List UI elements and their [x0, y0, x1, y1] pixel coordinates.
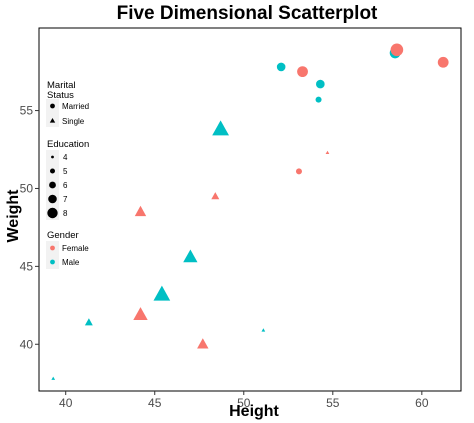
legend: Marital Status Married Single Education … [46, 80, 89, 269]
y-tick-label: 45 [20, 259, 34, 273]
data-point [297, 66, 308, 78]
legend-marital-title-line1: Marital [47, 80, 76, 91]
legend-label-female: Female [62, 244, 89, 253]
legend-key-education-8 [47, 207, 58, 219]
x-axis: 40 45 50 55 60 [59, 391, 429, 410]
legend-gender-key-bg [46, 241, 59, 269]
legend-label-education-5: 5 [63, 167, 68, 176]
legend-label-married: Married [62, 102, 89, 111]
chart-title: Five Dimensional Scatterplot [117, 3, 378, 24]
data-point [133, 307, 148, 320]
data-point [390, 43, 404, 57]
legend-key-female [50, 245, 55, 251]
data-point [153, 285, 171, 301]
y-axis-title: Weight [5, 189, 22, 243]
data-point [276, 62, 286, 72]
legend-key-education-4 [51, 155, 54, 159]
y-tick-label: 50 [20, 181, 34, 195]
y-axis: 40 45 50 55 [20, 104, 39, 351]
legend-label-education-6: 6 [63, 181, 68, 190]
data-point [211, 192, 220, 200]
x-tick-label: 40 [59, 396, 73, 410]
legend-education-title: Education [47, 139, 89, 150]
data-point [51, 376, 56, 380]
x-axis-title: Height [229, 403, 279, 420]
data-point [316, 79, 325, 89]
x-tick-label: 50 [237, 396, 251, 410]
legend-key-education-5 [50, 168, 55, 174]
legend-key-education-7 [48, 194, 57, 204]
y-tick-label: 55 [20, 104, 34, 118]
x-tick-label: 55 [326, 396, 340, 410]
legend-label-education-4: 4 [63, 153, 68, 162]
data-point [84, 318, 93, 326]
data-point [437, 56, 449, 68]
legend-key-married [50, 103, 55, 109]
data-point [212, 120, 229, 136]
legend-gender-title: Gender [47, 230, 79, 241]
plot-panel [38, 27, 462, 392]
legend-label-male: Male [62, 258, 80, 267]
legend-label-education-7: 7 [63, 195, 68, 204]
data-points [51, 43, 449, 380]
legend-label-single: Single [62, 117, 85, 126]
data-point [315, 96, 322, 103]
legend-marital-title-line2: Status [47, 90, 74, 101]
legend-key-single [49, 118, 56, 123]
data-point [197, 338, 209, 349]
legend-marital-key-bg [46, 99, 59, 127]
data-point [134, 205, 147, 217]
data-point [325, 150, 330, 154]
data-point [295, 168, 302, 175]
x-tick-label: 45 [148, 396, 162, 410]
data-point [183, 249, 198, 263]
y-tick-label: 40 [20, 337, 34, 351]
legend-key-male [50, 259, 55, 265]
data-point [261, 328, 266, 332]
x-tick-label: 60 [415, 396, 429, 410]
legend-label-education-8: 8 [63, 209, 68, 218]
legend-key-education-6 [49, 181, 56, 189]
